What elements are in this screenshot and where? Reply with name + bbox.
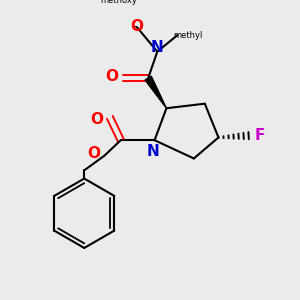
Text: F: F [254, 128, 265, 143]
Text: O: O [105, 69, 118, 84]
Polygon shape [145, 76, 166, 108]
Text: O: O [131, 19, 144, 34]
Text: methoxy: methoxy [100, 0, 137, 5]
Text: N: N [151, 40, 164, 56]
Text: methyl: methyl [174, 31, 203, 40]
Text: N: N [146, 144, 159, 159]
Text: O: O [91, 112, 103, 127]
Text: O: O [87, 146, 100, 161]
